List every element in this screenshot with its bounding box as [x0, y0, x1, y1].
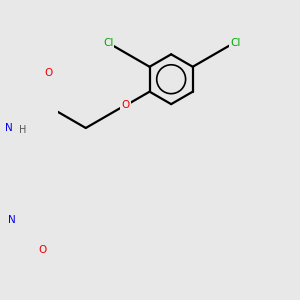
- Text: Cl: Cl: [103, 38, 113, 48]
- Text: N: N: [8, 215, 16, 225]
- Text: Cl: Cl: [230, 38, 240, 48]
- Text: N: N: [5, 123, 13, 133]
- Text: O: O: [121, 100, 130, 110]
- Text: H: H: [19, 125, 26, 135]
- Text: O: O: [38, 244, 46, 255]
- Text: O: O: [45, 68, 53, 78]
